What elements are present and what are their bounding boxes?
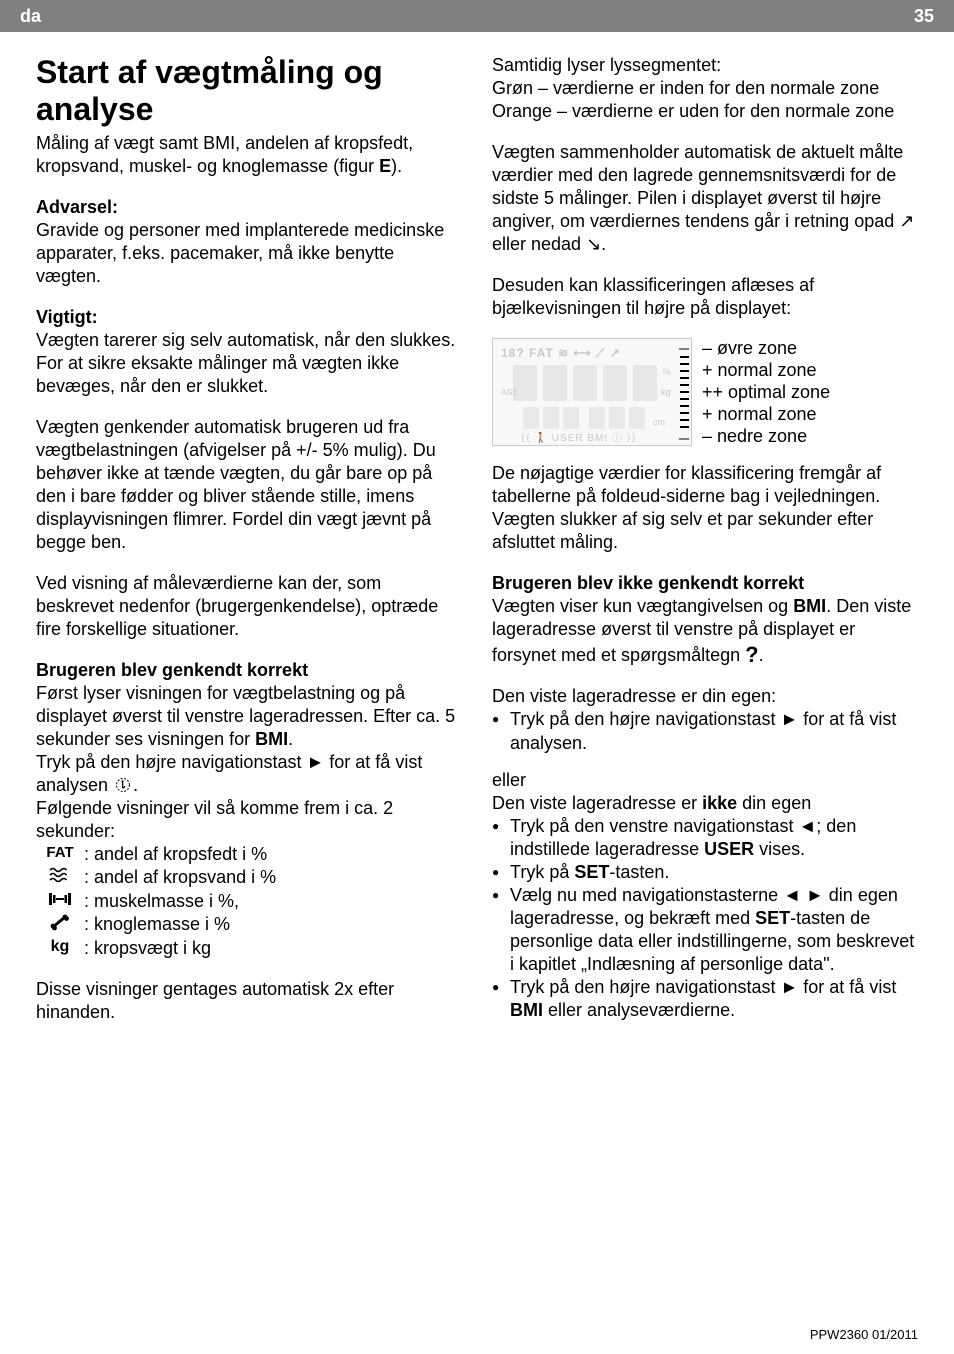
page-title: Start af vægtmåling og analyse: [36, 54, 462, 128]
kg-row: kg : kropsvægt i kg: [36, 937, 462, 960]
user-ok-heading: Brugeren blev genkendt korrekt: [36, 659, 462, 682]
bone-row: : knoglemasse i %: [36, 913, 462, 937]
user-ok-p1: Først lyser visningen for vægtbelastning…: [36, 682, 462, 751]
four-situations-para: Ved visning af måleværdierne kan der, so…: [36, 572, 462, 641]
own-address-intro: Den viste lageradresse er din egen:: [492, 685, 918, 708]
segment-green: Grøn – værdierne er inden for den normal…: [492, 77, 918, 100]
user-bad-body: Vægten viser kun vægtangivelsen og BMI. …: [492, 595, 918, 669]
lcd-display-icon: 18? FAT ≋ ⟷ ⟋ ↗ % kg: [492, 338, 692, 446]
segment-orange: Orange – værdierne er uden for den norma…: [492, 100, 918, 123]
svg-text:%: %: [663, 367, 671, 377]
intro-text: Måling af vægt samt BMI, andelen af krop…: [36, 132, 462, 178]
important-heading: Vigtigt:: [36, 306, 462, 329]
bone-icon: [36, 913, 84, 937]
important-p1: Vægten tarerer sig selv automatisk, når …: [36, 329, 462, 352]
kg-icon: kg: [36, 937, 84, 957]
notown-intro: Den viste lageradresse er ikke din egen: [492, 792, 918, 815]
eller-label: eller: [492, 769, 918, 792]
list-item: Tryk på den højre navigationstast ► for …: [492, 708, 918, 754]
water-icon: [36, 866, 84, 889]
list-item: Tryk på SET-tasten.: [492, 861, 918, 884]
user-ok-p3: Følgende visninger vil så komme frem i c…: [36, 797, 462, 843]
list-item: Vælg nu med navigationstasterne ◄ ► din …: [492, 884, 918, 976]
muscle-row: : muskelmasse i %,: [36, 890, 462, 913]
segment-heading: Samtidig lyser lyssegmentet:: [492, 54, 918, 77]
repeat-para: Disse visninger gentages automatisk 2x e…: [36, 978, 462, 1024]
list-item: Tryk på den højre navigationstast ► for …: [492, 976, 918, 1022]
zone-legend: – øvre zone + normal zone ++ optimal zon…: [702, 338, 830, 448]
measurement-icon-list: FAT : andel af kropsfedt i % : andel af …: [36, 843, 462, 959]
trend-para: Vægten sammenholder automatisk de aktuel…: [492, 141, 918, 256]
classification-para: Desuden kan klassificeringen aflæses af …: [492, 274, 918, 320]
user-ok-p2: Tryk på den højre navigationstast ► for …: [36, 751, 462, 797]
analysis-icon: [113, 777, 133, 793]
warning-heading: Advarsel:: [36, 196, 462, 219]
own-address-list: Tryk på den højre navigationstast ► for …: [492, 708, 918, 754]
fat-icon: FAT: [36, 843, 84, 862]
list-item: Tryk på den venstre navigationstast ◄; d…: [492, 815, 918, 861]
svg-text:AGE: AGE: [501, 388, 518, 397]
muscle-icon: [36, 890, 84, 913]
svg-text:cm: cm: [653, 417, 665, 427]
footer-model: PPW2360 01/2011: [810, 1327, 918, 1342]
fat-row: FAT : andel af kropsfedt i %: [36, 843, 462, 866]
user-bad-heading: Brugeren blev ikke genkendt korrekt: [492, 572, 918, 595]
header-lang: da: [20, 6, 41, 27]
water-row: : andel af kropsvand i %: [36, 866, 462, 889]
svg-text:⟨⟨ 🚶 USER BMI ⓘ ⟩⟩: ⟨⟨ 🚶 USER BMI ⓘ ⟩⟩: [521, 431, 637, 444]
auto-detect-para: Vægten genkender automatisk brugeren ud …: [36, 416, 462, 554]
svg-text:kg: kg: [661, 387, 671, 397]
classification-detail: De nøjagtige værdier for klassificering …: [492, 462, 918, 554]
warning-body: Gravide og personer med implanterede med…: [36, 219, 462, 288]
header-page: 35: [914, 6, 934, 27]
notown-list: Tryk på den venstre navigationstast ◄; d…: [492, 815, 918, 1022]
display-diagram: 18? FAT ≋ ⟷ ⟋ ↗ % kg: [492, 338, 918, 448]
important-p2: For at sikre eksakte målinger må vægten …: [36, 352, 462, 398]
svg-text:18? FAT ≋ ⟷ ⟋ ↗: 18? FAT ≋ ⟷ ⟋ ↗: [501, 346, 621, 360]
